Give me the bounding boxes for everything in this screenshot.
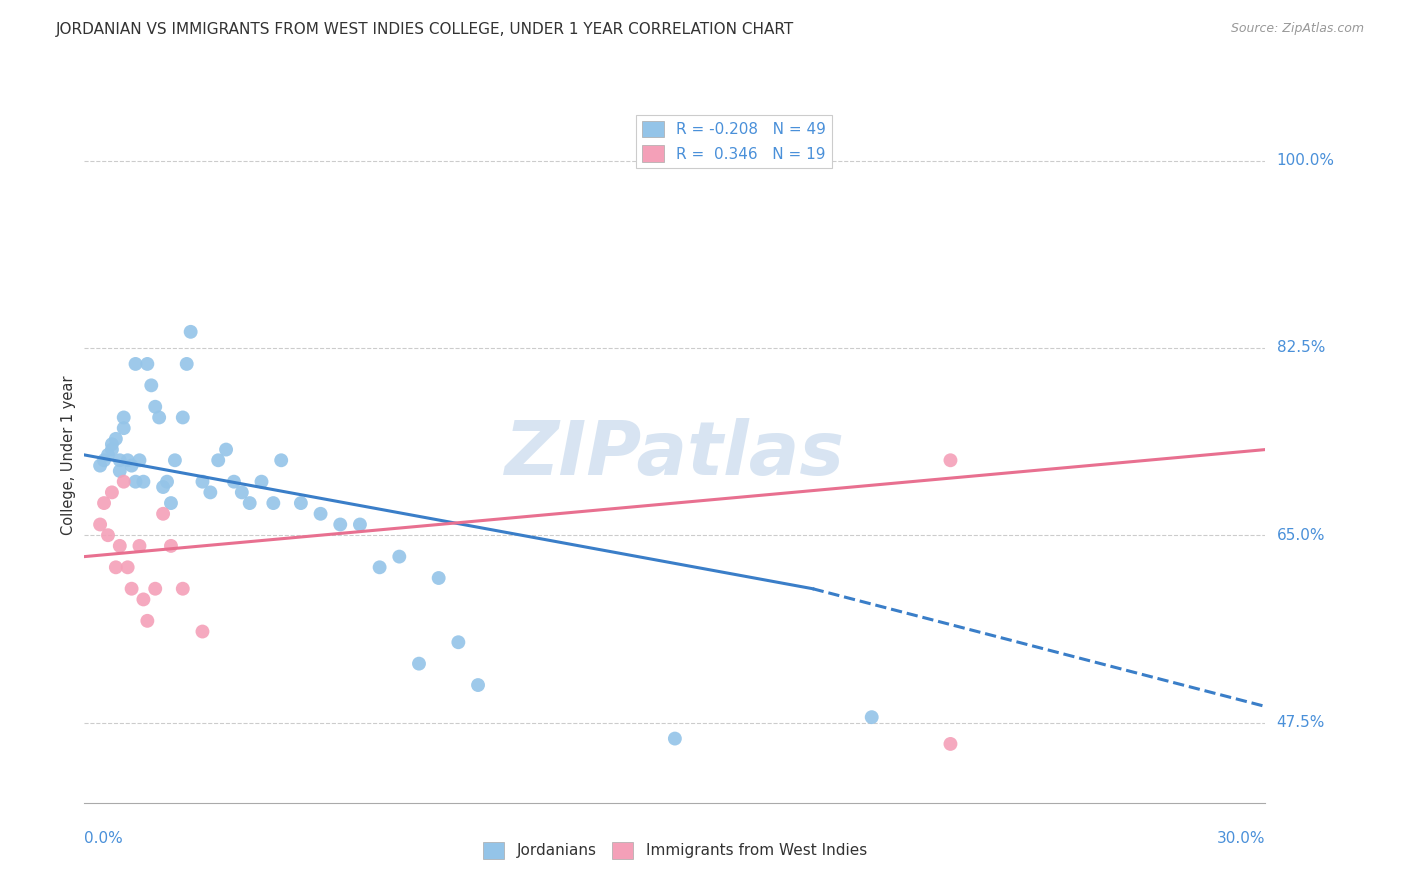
Point [136, 357, 159, 371]
Y-axis label: College, Under 1 year: College, Under 1 year [60, 376, 76, 534]
Point [97, 528, 120, 542]
Point [388, 549, 411, 564]
Point [156, 475, 179, 489]
Point [104, 432, 127, 446]
Point [349, 517, 371, 532]
Point [97, 448, 120, 462]
Point [231, 485, 253, 500]
Point [143, 400, 166, 414]
Point [101, 485, 124, 500]
Point [117, 560, 139, 574]
Point [163, 453, 186, 467]
Point [215, 442, 238, 457]
Point [101, 437, 124, 451]
Point [112, 475, 135, 489]
Point [270, 453, 292, 467]
Text: 65.0%: 65.0% [1277, 528, 1324, 542]
Point [124, 357, 146, 371]
Text: 82.5%: 82.5% [1277, 341, 1324, 355]
Point [290, 496, 312, 510]
Text: 0.0%: 0.0% [84, 830, 124, 846]
Point [104, 560, 127, 574]
Point [93, 496, 115, 510]
Point [89, 458, 111, 473]
Point [141, 378, 163, 392]
Point [124, 475, 146, 489]
Text: Source: ZipAtlas.com: Source: ZipAtlas.com [1230, 22, 1364, 36]
Point [207, 453, 229, 467]
Point [467, 678, 489, 692]
Text: JORDANIAN VS IMMIGRANTS FROM WEST INDIES COLLEGE, UNDER 1 YEAR CORRELATION CHART: JORDANIAN VS IMMIGRANTS FROM WEST INDIES… [56, 22, 794, 37]
Point [250, 475, 273, 489]
Point [112, 410, 135, 425]
Point [200, 485, 222, 500]
Point [160, 496, 183, 510]
Point [172, 410, 194, 425]
Point [89, 517, 111, 532]
Point [152, 507, 174, 521]
Text: 100.0%: 100.0% [1277, 153, 1334, 168]
Point [143, 582, 166, 596]
Point [191, 624, 214, 639]
Point [108, 539, 131, 553]
Point [860, 710, 883, 724]
Point [368, 560, 391, 574]
Point [132, 475, 155, 489]
Point [108, 464, 131, 478]
Point [121, 458, 143, 473]
Point [128, 453, 150, 467]
Point [329, 517, 352, 532]
Legend: Jordanians, Immigrants from West Indies: Jordanians, Immigrants from West Indies [477, 836, 873, 864]
Point [160, 539, 183, 553]
Point [408, 657, 430, 671]
Point [191, 475, 214, 489]
Point [239, 496, 262, 510]
Point [117, 453, 139, 467]
Point [664, 731, 686, 746]
Point [101, 442, 124, 457]
Point [180, 325, 202, 339]
Point [172, 582, 194, 596]
Point [121, 582, 143, 596]
Point [309, 507, 332, 521]
Point [93, 453, 115, 467]
Point [447, 635, 470, 649]
Point [132, 592, 155, 607]
Point [176, 357, 198, 371]
Text: ZIPatlas: ZIPatlas [505, 418, 845, 491]
Point [112, 421, 135, 435]
Point [939, 453, 962, 467]
Text: 47.5%: 47.5% [1277, 715, 1324, 730]
Point [222, 475, 245, 489]
Point [427, 571, 450, 585]
Point [108, 453, 131, 467]
Point [262, 496, 284, 510]
Point [128, 539, 150, 553]
Point [136, 614, 159, 628]
Text: 30.0%: 30.0% [1218, 830, 1265, 846]
Point [152, 480, 174, 494]
Point [939, 737, 962, 751]
Point [148, 410, 170, 425]
